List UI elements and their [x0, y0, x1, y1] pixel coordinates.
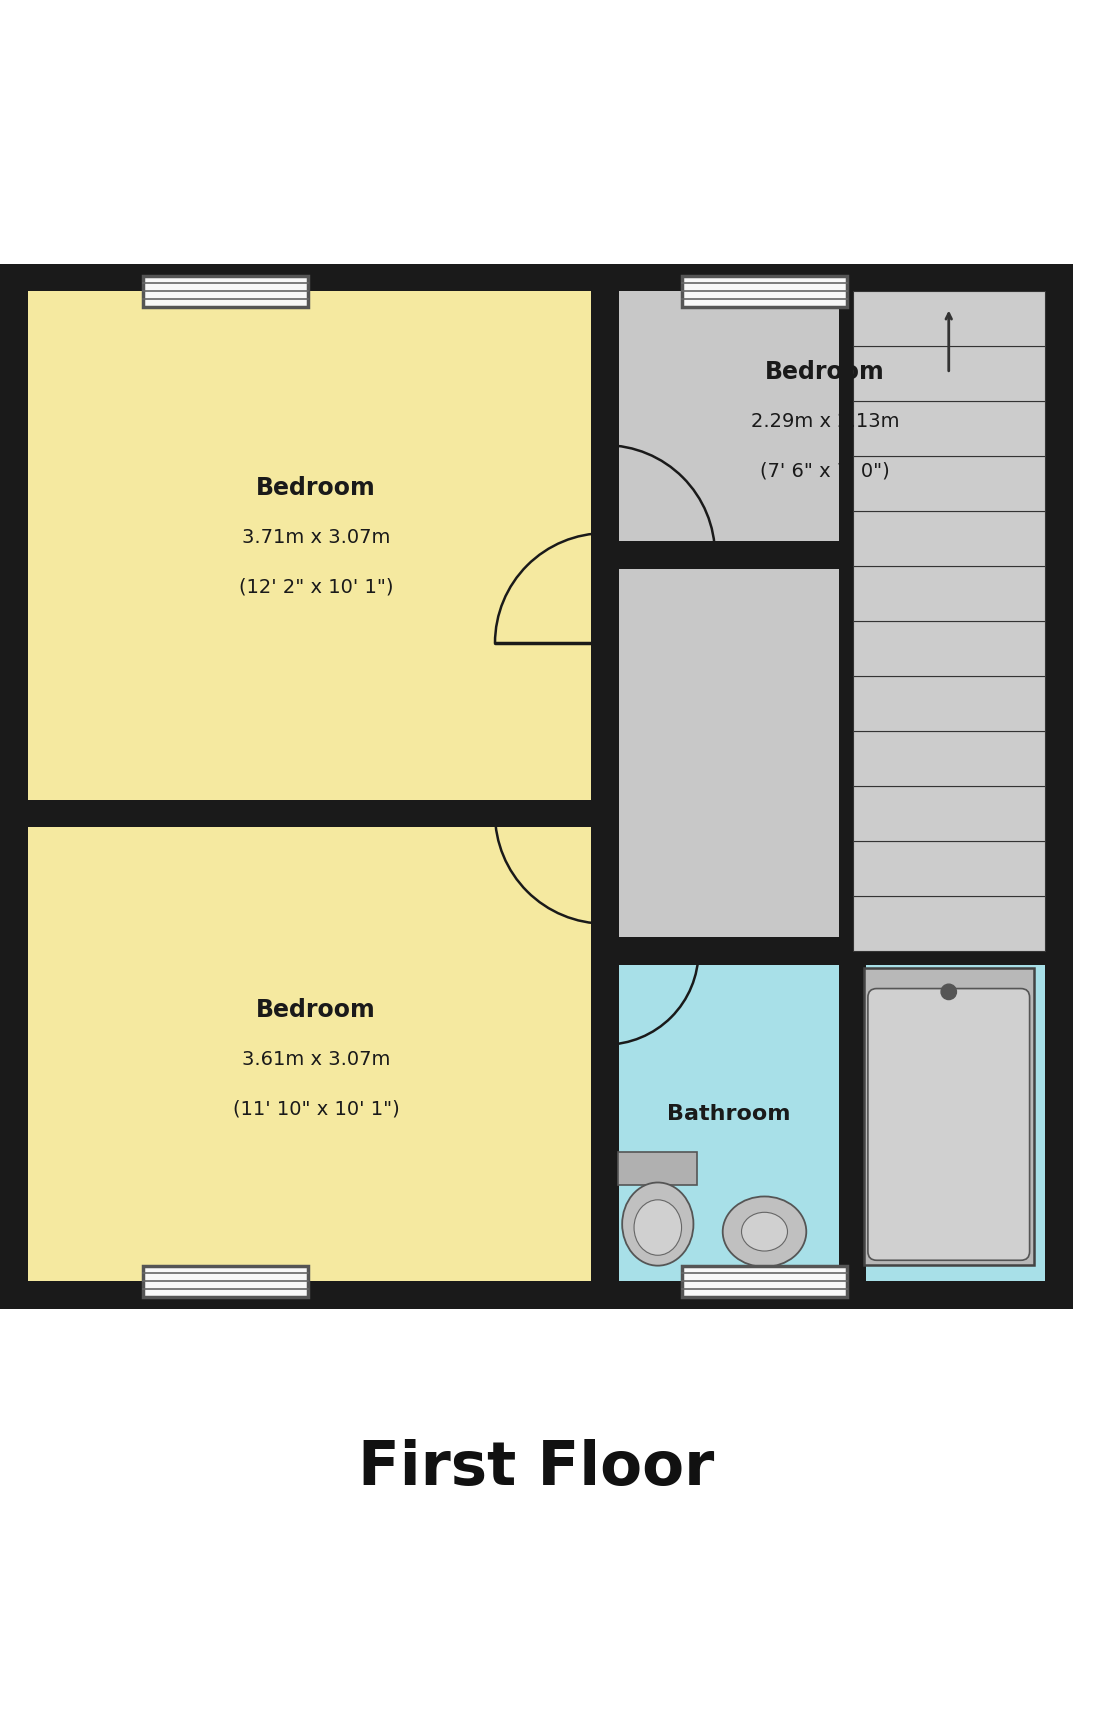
- Bar: [852, 621, 1045, 676]
- Bar: [852, 841, 1045, 896]
- Bar: [852, 676, 1045, 731]
- Bar: [28, 292, 605, 813]
- Bar: [852, 786, 1045, 841]
- Text: 3.61m x 3.07m: 3.61m x 3.07m: [242, 1048, 390, 1067]
- Bar: [838, 292, 867, 951]
- Text: First Floor: First Floor: [359, 1438, 714, 1498]
- Text: (12' 2" x 10' 1"): (12' 2" x 10' 1"): [239, 578, 394, 597]
- Bar: [852, 566, 1045, 621]
- Bar: [605, 292, 852, 1282]
- Bar: [852, 292, 1045, 347]
- Text: (11' 10" x 10' 1"): (11' 10" x 10' 1"): [233, 1098, 399, 1117]
- Bar: [852, 347, 1045, 402]
- Ellipse shape: [634, 1199, 682, 1256]
- Bar: [0, 264, 1072, 1309]
- Text: 3.71m x 3.07m: 3.71m x 3.07m: [242, 529, 390, 547]
- Bar: [143, 276, 308, 307]
- Bar: [852, 402, 1045, 456]
- Bar: [682, 276, 847, 307]
- Bar: [682, 1266, 847, 1297]
- Ellipse shape: [723, 1196, 806, 1266]
- Bar: [143, 276, 308, 307]
- Text: (7' 6" x 7' 0"): (7' 6" x 7' 0"): [760, 462, 890, 480]
- Bar: [852, 292, 1045, 951]
- Bar: [852, 896, 1045, 951]
- Bar: [592, 292, 618, 1282]
- Text: 2.29m x 2.13m: 2.29m x 2.13m: [750, 412, 900, 431]
- Text: Bedroom: Bedroom: [256, 997, 376, 1021]
- Ellipse shape: [741, 1213, 788, 1251]
- Bar: [605, 542, 852, 570]
- Text: Bedroom: Bedroom: [256, 477, 376, 501]
- FancyBboxPatch shape: [868, 988, 1030, 1261]
- Bar: [852, 511, 1045, 566]
- Bar: [143, 1266, 308, 1297]
- Bar: [852, 456, 1045, 511]
- Bar: [864, 968, 1034, 1265]
- Bar: [838, 923, 867, 1282]
- Bar: [143, 1266, 308, 1297]
- Circle shape: [940, 985, 957, 1000]
- Bar: [605, 937, 1045, 964]
- Bar: [618, 1153, 697, 1186]
- Bar: [28, 800, 605, 827]
- Text: Bathroom: Bathroom: [667, 1103, 791, 1124]
- Bar: [605, 292, 1045, 556]
- Bar: [605, 951, 1045, 1282]
- Ellipse shape: [623, 1182, 693, 1266]
- Bar: [682, 276, 847, 307]
- Bar: [852, 731, 1045, 786]
- Bar: [28, 813, 605, 1282]
- Text: Bedroom: Bedroom: [766, 360, 884, 384]
- Bar: [682, 1266, 847, 1297]
